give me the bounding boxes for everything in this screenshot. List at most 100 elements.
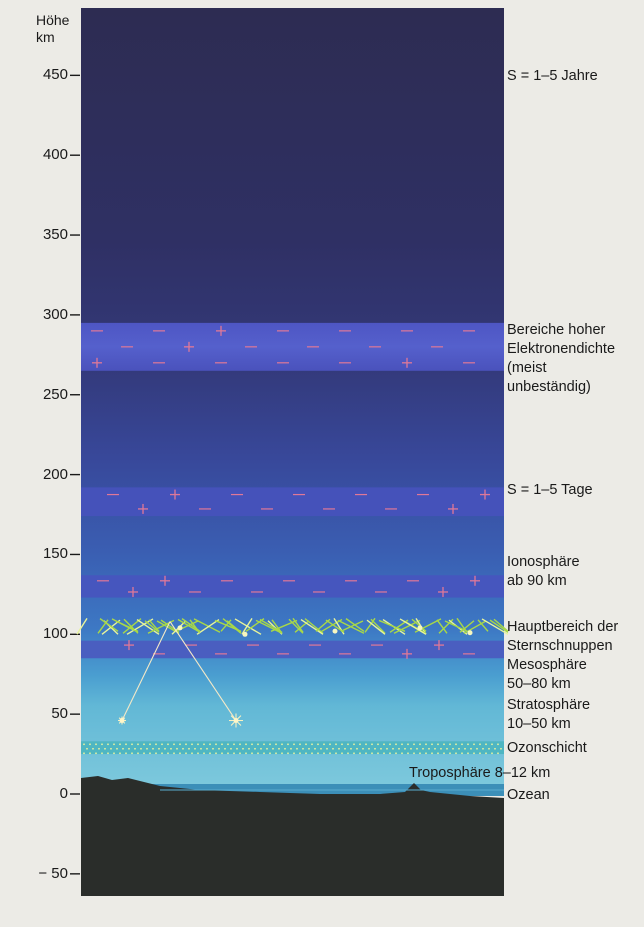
meteor-trail	[121, 621, 171, 721]
ozone-dot	[323, 743, 325, 746]
ozone-dot	[311, 743, 313, 746]
label-electron-density-3: (meist	[507, 360, 547, 376]
ozone-dot	[485, 743, 487, 746]
ozone-dot	[86, 747, 88, 750]
axis-title-line1: Höhe	[36, 12, 70, 28]
ozone-dot	[269, 752, 271, 755]
ozone-dot	[317, 752, 319, 755]
ozone-dot	[155, 743, 157, 746]
ozone-dot	[341, 752, 343, 755]
ozone-dot	[293, 752, 295, 755]
ozone-dot	[212, 747, 214, 750]
ozone-dot	[335, 752, 337, 755]
meteor-streak	[259, 618, 283, 633]
label-electron-density-2: Elektronendichte	[507, 341, 616, 357]
ozone-dot	[341, 743, 343, 746]
meteor-streak	[76, 617, 88, 635]
ozone-dot	[107, 743, 109, 746]
ozone-dot	[353, 743, 355, 746]
label-meteors-2: Sternschnuppen	[507, 638, 613, 654]
ozone-dot	[248, 747, 250, 750]
ozone-dot	[413, 752, 415, 755]
ozone-dot	[437, 743, 439, 746]
ozone-dot	[290, 747, 292, 750]
ozone-dot	[245, 752, 247, 755]
ozone-dot	[329, 752, 331, 755]
meteor-streak	[411, 618, 427, 632]
ozone-dot	[161, 752, 163, 755]
ozone-dot	[278, 747, 280, 750]
ozone-dot	[281, 743, 283, 746]
label-stratosphere-1: Stratosphäre	[507, 697, 591, 713]
lower-ion-band	[81, 640, 504, 659]
label-s-years: S = 1–5 Jahre	[507, 68, 598, 84]
ozone-dot	[194, 747, 196, 750]
ozone-dot	[482, 747, 484, 750]
ozone-dot	[320, 747, 322, 750]
ozone-dot	[308, 747, 310, 750]
ozone-dot	[485, 752, 487, 755]
days-band	[81, 487, 504, 517]
ozone-dot	[350, 747, 352, 750]
label-mesosphere-2: 50–80 km	[507, 676, 571, 692]
ozone-dot	[146, 747, 148, 750]
ozone-dot	[101, 752, 103, 755]
ozone-dot	[224, 747, 226, 750]
ozone-dot	[353, 752, 355, 755]
tick-label: − 50	[38, 864, 68, 882]
ozone-dot	[173, 752, 175, 755]
layer-bands	[81, 322, 504, 755]
label-meteors-1: Hauptbereich der	[507, 619, 619, 635]
meteor-streak	[222, 618, 242, 634]
ozone-dot	[110, 747, 112, 750]
ozone-dot	[425, 743, 427, 746]
ozone-dot	[491, 752, 493, 755]
ozone-dot	[296, 747, 298, 750]
ozone-dot	[275, 743, 277, 746]
ozone-dot	[125, 752, 127, 755]
meteor-streak	[126, 618, 154, 635]
ozone-dot	[158, 747, 160, 750]
ozone-dot	[272, 747, 274, 750]
ozone-dot	[203, 743, 205, 746]
ozone-dot	[500, 747, 502, 750]
ozone-dot	[209, 752, 211, 755]
ozone-dot	[311, 752, 313, 755]
ozone-dot	[332, 747, 334, 750]
meteor-streak	[325, 619, 345, 633]
ozone-dot	[434, 747, 436, 750]
ozone-dot	[464, 747, 466, 750]
ozone-dot	[473, 743, 475, 746]
ozone-dot	[479, 752, 481, 755]
ozone-dot	[347, 743, 349, 746]
ozone-band	[81, 741, 504, 755]
ozone-dot	[497, 752, 499, 755]
meteor-streak	[144, 620, 160, 633]
ozone-dot	[119, 752, 121, 755]
meteor-streak	[463, 620, 487, 634]
meteor-streak	[111, 618, 139, 633]
ozone-dot	[425, 752, 427, 755]
ozone-dot	[497, 743, 499, 746]
ozone-dot	[452, 747, 454, 750]
ozone-dot	[134, 747, 136, 750]
ozone-dot	[149, 743, 151, 746]
meteor-streak	[477, 619, 489, 632]
meteor-streak	[136, 618, 160, 635]
ozone-dot	[242, 747, 244, 750]
ozone-dot	[305, 743, 307, 746]
meteor-streak	[181, 618, 201, 632]
meteor-streak	[177, 618, 201, 633]
meteor-streak	[214, 619, 242, 632]
meteor-streak	[493, 618, 509, 632]
ozone-dot	[287, 752, 289, 755]
ozone-dot	[437, 752, 439, 755]
ozone-dot	[305, 752, 307, 755]
ozone-dot	[251, 752, 253, 755]
ozone-dot	[302, 747, 304, 750]
ozone-dot	[182, 747, 184, 750]
ozone-dot	[461, 752, 463, 755]
ozone-dot	[245, 743, 247, 746]
ozone-dot	[227, 743, 229, 746]
ozone-dot	[374, 747, 376, 750]
